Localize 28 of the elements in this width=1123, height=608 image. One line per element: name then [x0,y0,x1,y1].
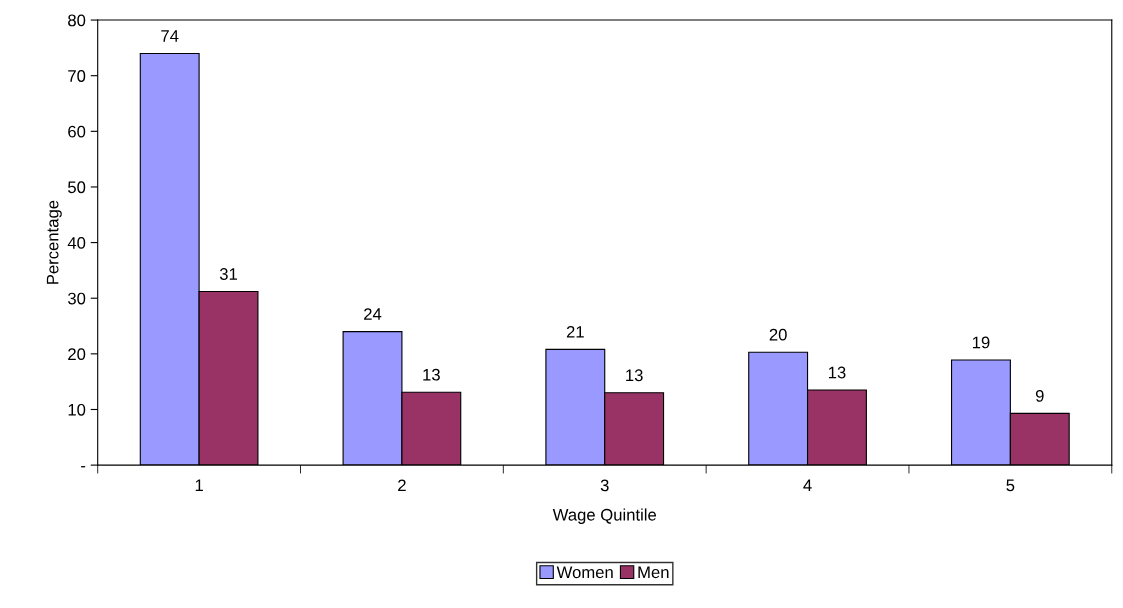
data-label: 19 [972,336,990,349]
y-tick-label: 60 [68,125,86,138]
data-label: 24 [364,308,382,320]
data-label: 20 [769,328,787,341]
y-tick-label: 50 [68,181,86,194]
y-tick-label: 10 [68,403,86,416]
x-tick-label: 2 [398,479,406,492]
data-label: 13 [423,368,440,381]
y-axis-title: Percentage [46,200,62,284]
data-label: 74 [161,30,179,42]
x-tick-label: 1 [195,479,203,492]
y-tick-label: 80 [68,14,86,27]
legend-label: Men [638,566,669,579]
data-label: 9 [1035,389,1044,402]
data-label: 31 [219,268,237,280]
y-tick-label: 40 [67,236,86,249]
data-label: 13 [828,366,846,379]
legend-label: Women [556,566,613,579]
x-tick-label: 5 [1006,479,1015,492]
x-tick-label: 3 [600,479,609,492]
data-label: 21 [566,325,584,338]
x-axis-title: Wage Quintile [552,508,657,524]
data-label: 13 [626,369,643,382]
y-tick-label: - [81,466,86,468]
y-tick-label: 30 [67,292,86,305]
y-tick-label: 20 [68,348,86,361]
y-tick-label: 70 [68,70,86,82]
x-tick-label: 4 [803,479,812,492]
